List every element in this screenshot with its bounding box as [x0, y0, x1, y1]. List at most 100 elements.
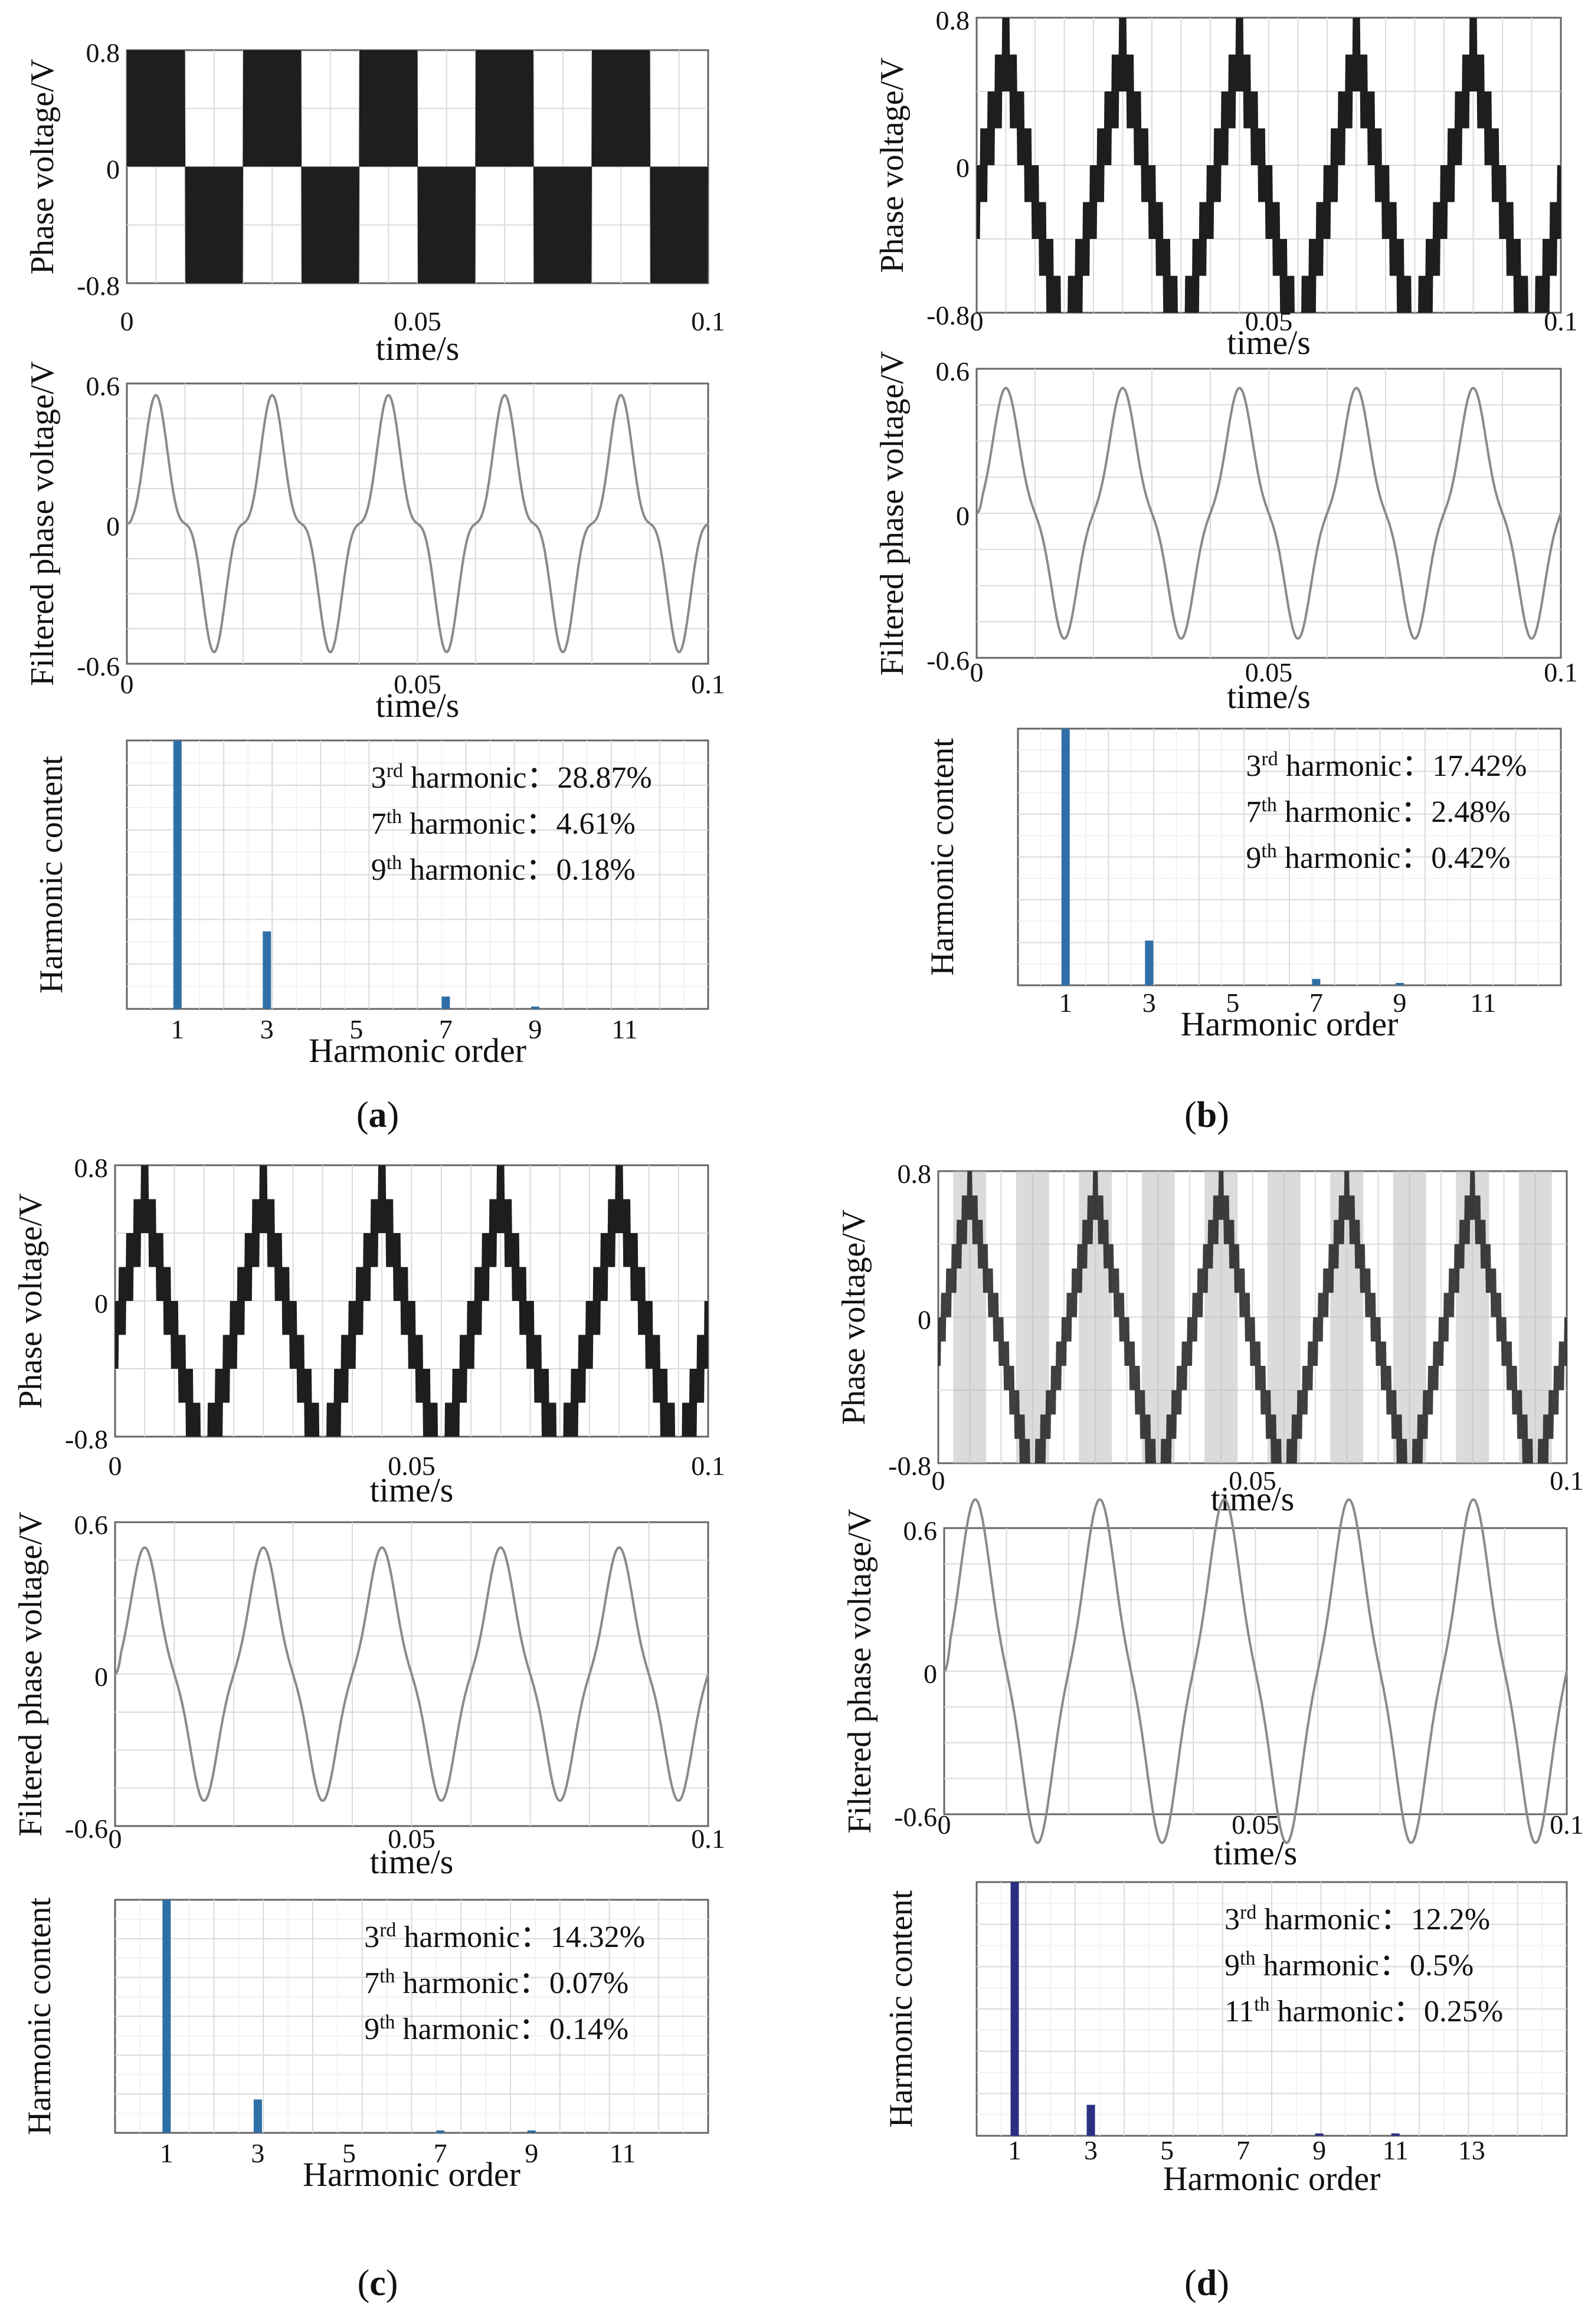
y-axis-label: Filtered phase voltage/V — [24, 361, 61, 686]
y-tick-label: -0.8 — [888, 1451, 931, 1481]
x-tick-label: 0 — [120, 669, 134, 699]
x-tick-label: 9 — [528, 1014, 542, 1044]
x-tick-label: 11 — [611, 1014, 637, 1044]
x-tick-label: 9 — [1393, 988, 1406, 1018]
harmonic-annotation: 3rd harmonic：28.87% — [371, 760, 652, 795]
x-tick-label: 0.05 — [394, 306, 441, 336]
harmonic-annotation: 9th harmonic：0.5% — [1224, 1948, 1474, 1983]
harmonic-bar-9 — [531, 1007, 539, 1009]
harmonic-bar-7 — [1312, 979, 1321, 985]
y-tick-label: 0.6 — [903, 1516, 938, 1546]
harmonic-annotation: 7th harmonic：0.07% — [364, 1965, 628, 2001]
y-tick-label: 0 — [106, 155, 120, 185]
y-tick-label: 0 — [956, 501, 970, 531]
x-tick-label: 0 — [932, 1466, 945, 1496]
x-tick-label: 9 — [1312, 2135, 1326, 2165]
y-axis-label: Phase voltage/V — [836, 1209, 872, 1425]
x-tick-label: 1 — [160, 2138, 173, 2168]
x-tick-label: 5 — [1226, 988, 1239, 1018]
harmonic-bar-3 — [1086, 2105, 1095, 2136]
x-tick-label: 3 — [1084, 2135, 1098, 2165]
x-axis-label: Harmonic order — [303, 2155, 520, 2194]
harmonic-annotation: 11th harmonic：0.25% — [1224, 1994, 1503, 2029]
x-tick-label: 0.05 — [1245, 657, 1293, 687]
y-tick-label: 0 — [94, 1289, 108, 1319]
harmonic-bar-3 — [253, 2099, 262, 2133]
x-axis-label: time/s — [376, 686, 460, 725]
x-tick-label: 0.05 — [394, 669, 441, 699]
x-tick-label: 0.05 — [388, 1451, 436, 1481]
harmonic-bar-9 — [527, 2130, 536, 2133]
x-tick-label: 0.05 — [388, 1824, 436, 1854]
filtered-voltage-curve — [944, 1498, 1568, 1844]
x-tick-label: 0.1 — [1550, 1810, 1584, 1840]
x-tick-label: 1 — [1008, 2135, 1021, 2165]
x-tick-label: 1 — [1059, 988, 1072, 1018]
x-tick-label: 0.1 — [691, 1451, 725, 1481]
harmonic-annotation: 3rd harmonic：17.42% — [1246, 748, 1527, 784]
panel-caption: (a) — [356, 1095, 399, 1135]
harmonic-annotation: 9th harmonic：0.14% — [364, 2011, 628, 2047]
y-tick-label: -0.6 — [77, 651, 120, 681]
x-tick-label: 9 — [525, 2138, 538, 2168]
x-axis-label: Harmonic order — [309, 1031, 526, 1070]
x-tick-label: 0 — [938, 1810, 951, 1840]
y-axis-label: Harmonic content — [21, 1897, 58, 2135]
x-tick-label: 0.1 — [691, 669, 725, 699]
x-axis-label: time/s — [1227, 677, 1311, 716]
x-tick-label: 3 — [251, 2138, 264, 2168]
phase-voltage-waveform — [938, 1171, 1567, 1463]
y-axis-label: Phase voltage/V — [12, 1193, 49, 1408]
panel-caption: (b) — [1184, 1095, 1229, 1135]
x-tick-label: 13 — [1458, 2135, 1485, 2165]
harmonic-annotation: 9th harmonic：0.42% — [1246, 840, 1510, 876]
y-axis-label: Filtered phase voltage/V — [12, 1512, 49, 1837]
harmonic-annotation: 7th harmonic：2.48% — [1246, 794, 1510, 830]
y-tick-label: -0.8 — [77, 271, 120, 301]
x-tick-label: 0.1 — [691, 306, 725, 336]
x-tick-label: 11 — [1470, 988, 1496, 1018]
x-tick-label: 5 — [349, 1014, 363, 1044]
x-tick-label: 7 — [434, 2138, 447, 2168]
harmonic-bar-3 — [263, 931, 271, 1009]
x-tick-label: 0.05 — [1245, 306, 1293, 336]
harmonic-bar-1 — [1061, 729, 1070, 985]
y-axis-label: Filtered phase voltage/V — [842, 1509, 878, 1834]
y-axis-label: Harmonic content — [924, 738, 961, 976]
harmonic-bar-9 — [1395, 983, 1404, 985]
y-tick-label: 0.8 — [936, 5, 970, 35]
x-tick-label: 0.1 — [1544, 657, 1578, 687]
harmonic-annotation: 7th harmonic：4.61% — [371, 806, 636, 841]
x-tick-label: 0 — [970, 306, 984, 336]
y-tick-label: 0 — [94, 1662, 108, 1692]
y-tick-label: 0 — [106, 512, 120, 542]
x-axis-label: time/s — [1227, 323, 1311, 362]
x-axis-label: time/s — [370, 1471, 454, 1509]
harmonic-annotation: 3rd harmonic：14.32% — [364, 1919, 645, 1955]
y-tick-label: -0.8 — [65, 1424, 108, 1454]
y-tick-label: 0 — [918, 1305, 931, 1335]
y-axis-label: Filtered phase voltage/V — [874, 351, 911, 676]
y-tick-label: 0.6 — [74, 1510, 109, 1540]
y-tick-label: -0.8 — [926, 300, 970, 330]
y-axis-label: Phase voltage/V — [874, 57, 911, 273]
x-tick-label: 1 — [171, 1014, 184, 1044]
x-axis-label: time/s — [370, 1843, 454, 1881]
phase-voltage-waveform — [977, 18, 1561, 313]
harmonic-annotation: 3rd harmonic：12.2% — [1224, 1902, 1490, 1937]
x-tick-label: 3 — [260, 1014, 274, 1044]
filtered-voltage-curve — [127, 394, 709, 654]
x-tick-label: 11 — [1383, 2135, 1409, 2165]
x-tick-label: 7 — [1236, 2135, 1250, 2165]
x-tick-label: 5 — [342, 2138, 356, 2168]
y-tick-label: 0.8 — [86, 38, 120, 68]
harmonic-bar-11 — [1391, 2133, 1400, 2136]
x-tick-label: 0.05 — [1229, 1466, 1276, 1496]
x-axis-label: time/s — [376, 329, 460, 368]
y-tick-label: -0.6 — [926, 645, 970, 676]
x-tick-label: 3 — [1142, 988, 1156, 1018]
